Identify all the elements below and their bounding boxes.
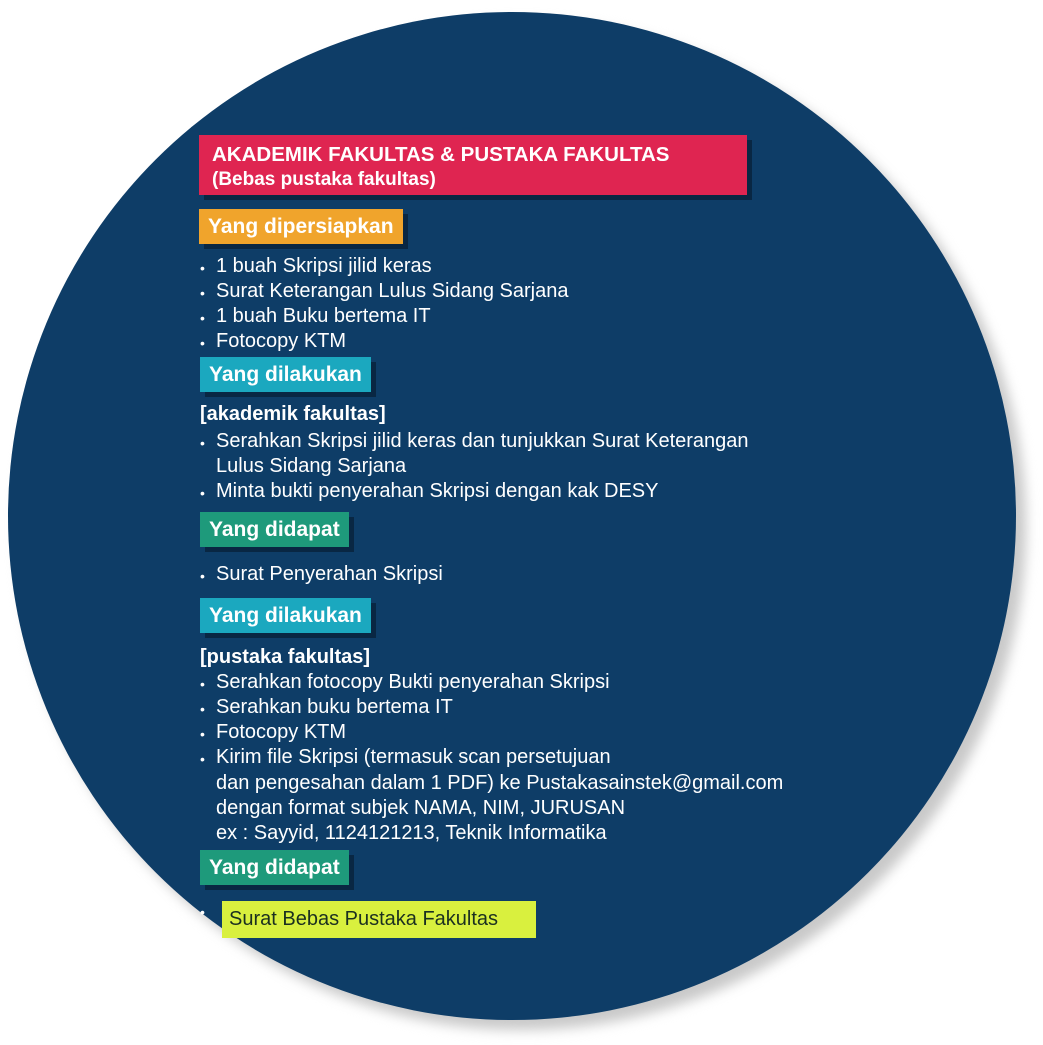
bullet-icon: • [200, 904, 205, 920]
done-library-item: Serahkan buku bertema IT [216, 696, 453, 718]
title-main: AKADEMIK FAKULTAS & PUSTAKA FAKULTAS [212, 143, 670, 166]
academic-subheading: [akademik fakultas] [200, 403, 386, 425]
prepared-item: Surat Keterangan Lulus Sidang Sarjana [216, 280, 569, 302]
bullet-icon: • [200, 676, 205, 692]
obtained-academic-tag: Yang didapat [200, 512, 349, 547]
bullet-icon: • [200, 435, 205, 451]
bullet-icon: • [200, 701, 205, 717]
done-library-item: Fotocopy KTM [216, 721, 347, 743]
title-box: AKADEMIK FAKULTAS & PUSTAKA FAKULTAS (Be… [199, 135, 747, 195]
done-academic-item: Minta bukti penyerahan Skripsi dengan ka… [216, 480, 659, 502]
title-sub: (Bebas pustaka fakultas) [212, 169, 436, 190]
prepared-item: Fotocopy KTM [216, 330, 347, 352]
bullet-icon: • [200, 751, 205, 767]
done-library-item-continuation: dan pengesahan dalam 1 PDF) ke Pustakasa… [216, 772, 784, 794]
obtained-academic-item: Surat Penyerahan Skripsi [216, 563, 443, 585]
bullet-icon: • [200, 260, 205, 276]
done-academic-tag: Yang dilakukan [200, 357, 371, 392]
bullet-icon: • [200, 568, 205, 584]
done-library-item-continuation: dengan format subjek NAMA, NIM, JURUSAN [216, 797, 626, 819]
done-library-item: Serahkan fotocopy Bukti penyerahan Skrip… [216, 671, 610, 693]
obtained-library-highlight: Surat Bebas Pustaka Fakultas [222, 901, 536, 938]
bullet-icon: • [200, 335, 205, 351]
done-academic-item-continuation: Lulus Sidang Sarjana [216, 455, 407, 477]
prepared-tag: Yang dipersiapkan [199, 209, 403, 244]
done-library-item-continuation: ex : Sayyid, 1124121213, Teknik Informat… [216, 822, 607, 844]
obtained-library-tag: Yang didapat [200, 850, 349, 885]
prepared-item: 1 buah Buku bertema IT [216, 305, 431, 327]
library-subheading: [pustaka fakultas] [200, 646, 371, 668]
bullet-icon: • [200, 310, 205, 326]
done-library-tag: Yang dilakukan [200, 598, 371, 633]
bullet-icon: • [200, 285, 205, 301]
done-academic-item: Serahkan Skripsi jilid keras dan tunjukk… [216, 430, 749, 452]
bullet-icon: • [200, 485, 205, 501]
done-library-item: Kirim file Skripsi (termasuk scan perset… [216, 746, 611, 768]
bullet-icon: • [200, 726, 205, 742]
prepared-item: 1 buah Skripsi jilid keras [216, 255, 432, 277]
